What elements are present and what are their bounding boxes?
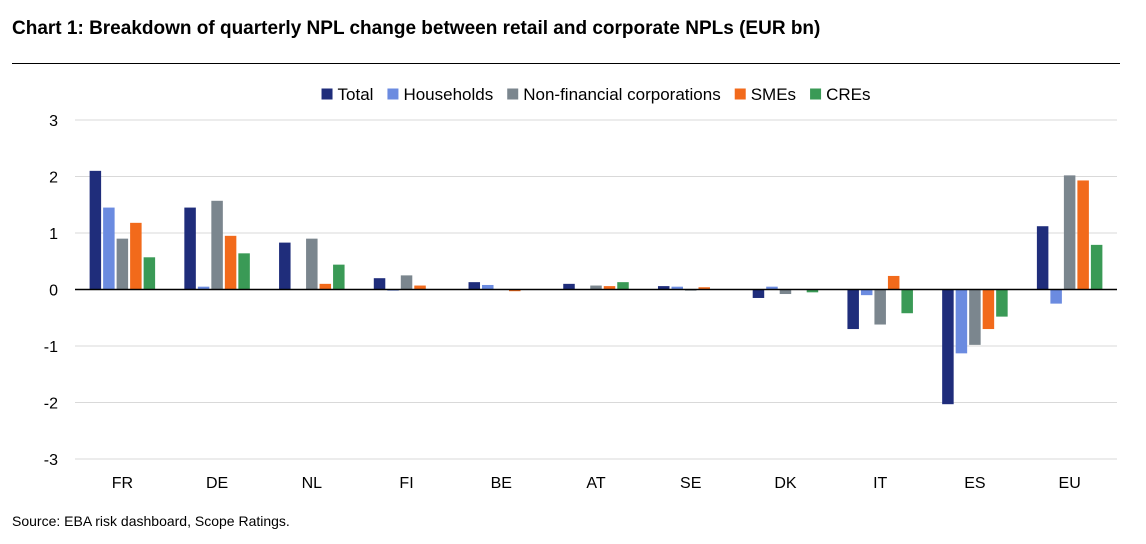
bar-de-cres — [238, 253, 250, 290]
bar-eu-cres — [1090, 244, 1103, 290]
x-tick-label: ES — [964, 475, 985, 492]
bar-at-total — [563, 283, 575, 290]
bar-be-total — [468, 282, 481, 290]
gridlines — [75, 119, 1117, 460]
bar-es-non-financial-corporations — [969, 289, 981, 345]
y-axis-ticks: 3 2 1 0 -1 -2 -3 — [44, 113, 58, 469]
source-note: Source: EBA risk dashboard, Scope Rating… — [12, 513, 290, 529]
bar-be-households — [482, 284, 494, 290]
bar-fr-smes — [130, 222, 142, 290]
bar-nl-smes — [319, 283, 332, 290]
legend-label: Non-financial corporations — [523, 85, 721, 104]
legend: Total Households Non-financial corporation… — [321, 85, 870, 104]
bar-fi-smes — [414, 285, 426, 290]
bar-es-smes — [982, 289, 995, 330]
x-tick-label: IT — [873, 475, 887, 492]
legend-swatch — [321, 88, 333, 100]
bar-it-smes — [887, 275, 900, 290]
title-divider — [12, 63, 1120, 64]
x-tick-label: EU — [1059, 475, 1081, 492]
y-tick-label: 2 — [49, 170, 58, 187]
y-tick-label: -1 — [44, 339, 58, 356]
bar-eu-households — [1050, 289, 1062, 304]
y-tick-label: -2 — [44, 396, 58, 413]
x-tick-label: NL — [302, 475, 323, 492]
x-axis-ticks: FR DE NL FI BE AT SE DK IT ES EU — [112, 475, 1081, 492]
legend-swatch — [734, 88, 746, 100]
x-tick-label: BE — [491, 475, 512, 492]
bar-de-total — [184, 207, 196, 290]
bar-it-non-financial-corporations — [874, 289, 886, 325]
x-tick-label: FI — [399, 475, 413, 492]
x-tick-label: FR — [112, 475, 133, 492]
bar-at-smes — [603, 286, 616, 290]
bar-se-smes — [698, 287, 710, 290]
legend-swatch — [810, 88, 822, 100]
x-tick-label: DK — [774, 475, 797, 492]
bar-nl-non-financial-corporations — [306, 238, 318, 290]
bar-dk-cres — [806, 289, 819, 293]
bar-at-non-financial-corporations — [590, 285, 602, 290]
bar-fr-cres — [143, 257, 156, 290]
bar-es-total — [942, 289, 954, 405]
bar-dk-households — [766, 286, 778, 290]
bar-it-cres — [901, 289, 913, 314]
chart-title: Chart 1: Breakdown of quarterly NPL chan… — [12, 18, 821, 39]
bar-fi-non-financial-corporations — [400, 275, 413, 290]
legend-swatch — [507, 88, 519, 100]
y-tick-label: 1 — [49, 226, 58, 243]
bar-fi-total — [373, 278, 386, 290]
y-tick-label: 0 — [49, 283, 58, 300]
bar-nl-total — [279, 242, 291, 290]
x-tick-label: SE — [680, 475, 701, 492]
legend-label: Households — [403, 85, 493, 104]
bar-it-total — [847, 289, 859, 330]
bars — [89, 170, 1103, 405]
bar-fr-households — [103, 207, 115, 290]
legend-label: CREs — [826, 85, 870, 104]
bar-at-cres — [617, 282, 629, 290]
bar-se-total — [657, 286, 670, 290]
bar-dk-total — [752, 289, 765, 298]
bar-it-households — [860, 289, 873, 296]
y-tick-label: -3 — [44, 452, 58, 469]
bar-de-households — [197, 286, 210, 290]
bar-es-cres — [996, 289, 1008, 317]
bar-se-households — [671, 286, 683, 290]
x-tick-label: AT — [586, 475, 605, 492]
bar-eu-non-financial-corporations — [1063, 175, 1076, 290]
bar-de-non-financial-corporations — [211, 200, 223, 290]
legend-swatch — [387, 88, 399, 100]
bar-fr-non-financial-corporations — [116, 238, 129, 290]
x-tick-label: DE — [206, 475, 228, 492]
y-tick-label: 3 — [49, 113, 58, 130]
bar-nl-cres — [333, 264, 345, 290]
bar-dk-non-financial-corporations — [779, 289, 792, 295]
bar-es-households — [955, 289, 968, 354]
bar-de-smes — [224, 235, 237, 290]
bar-be-smes — [509, 289, 521, 292]
legend-label: SMEs — [751, 85, 796, 104]
bar-eu-smes — [1077, 180, 1089, 290]
bar-eu-total — [1036, 226, 1049, 290]
bar-fr-total — [89, 170, 102, 290]
legend-label: Total — [338, 85, 374, 104]
